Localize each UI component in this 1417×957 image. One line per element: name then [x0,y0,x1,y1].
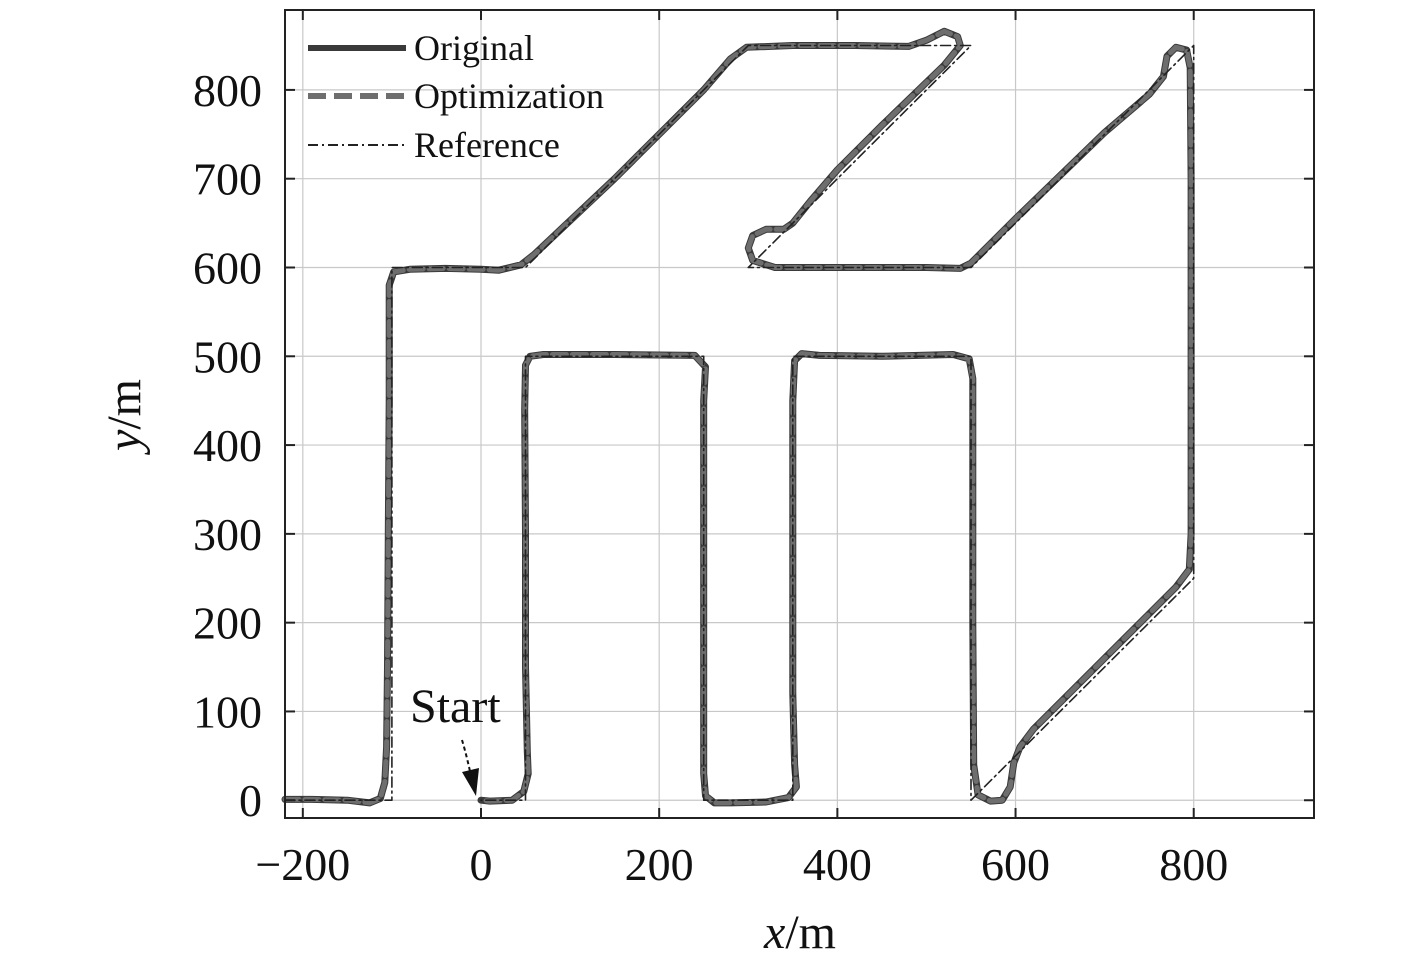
y-tick-label: 200 [193,598,262,649]
plot-frame [284,9,1315,819]
y-tick-label: 600 [193,242,262,293]
y-tick-label: 700 [193,154,262,205]
legend-label-reference: Reference [414,125,560,165]
legend-label-optimization: Optimization [414,76,604,116]
start-annotation: Start [410,680,501,796]
y-tick-label: 300 [193,509,262,560]
series-line-reference [284,44,1195,801]
y-tick-label: 400 [193,420,262,471]
x-tick-label: 0 [470,839,493,890]
x-tick-label: 600 [981,839,1050,890]
x-axis-title: x/m [763,906,836,957]
start-arrowhead [462,768,479,796]
y-tick-label: 800 [193,65,262,116]
x-axis-unit: /m [785,906,836,957]
legend-label-original: Original [414,28,534,68]
y-tick-label: 100 [193,686,262,737]
x-tick-label: 400 [803,839,872,890]
ticks: −200 0 200 400 600 800 0 100 200 300 400 500 600 700 8… [193,10,1314,890]
x-axis-variable: x [763,906,785,957]
legend: Original Optimization Reference [308,28,604,165]
series-layer [281,27,1195,807]
start-label: Start [410,680,501,733]
x-tick-label: −200 [255,839,350,890]
y-axis-unit: /m [98,379,151,430]
x-tick-label: 800 [1159,839,1228,890]
y-tick-label: 500 [193,331,262,382]
y-axis-title: y/m [98,379,151,456]
y-tick-label: 0 [239,775,262,826]
x-tick-label: 200 [625,839,694,890]
y-axis-variable: y [98,429,151,456]
